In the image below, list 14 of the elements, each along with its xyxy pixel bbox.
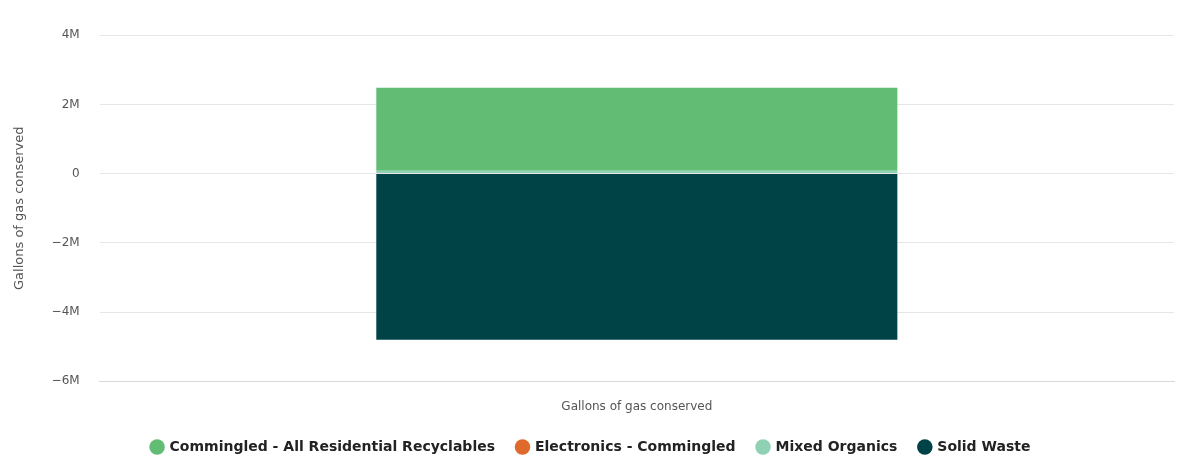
- bar: [376, 87, 898, 171]
- y-axis-title: Gallons of gas conserved: [11, 126, 27, 290]
- y-tick-label: −6M: [51, 373, 80, 388]
- legend-label: Commingled - All Residential Recyclables: [169, 437, 496, 454]
- y-tick-label: −2M: [51, 234, 80, 249]
- legend-label: Mixed Organics: [775, 437, 898, 454]
- legend-label: Solid Waste: [937, 437, 1031, 454]
- y-tick-label: −4M: [51, 304, 80, 319]
- y-tick-label: 2M: [61, 96, 80, 111]
- y-tick-label: 4M: [61, 27, 80, 42]
- y-tick-label: 0: [72, 165, 80, 180]
- legend-label: Electronics - Commingled: [535, 437, 736, 454]
- x-axis-title: Gallons of gas conserved: [561, 398, 713, 413]
- bar: [376, 174, 898, 340]
